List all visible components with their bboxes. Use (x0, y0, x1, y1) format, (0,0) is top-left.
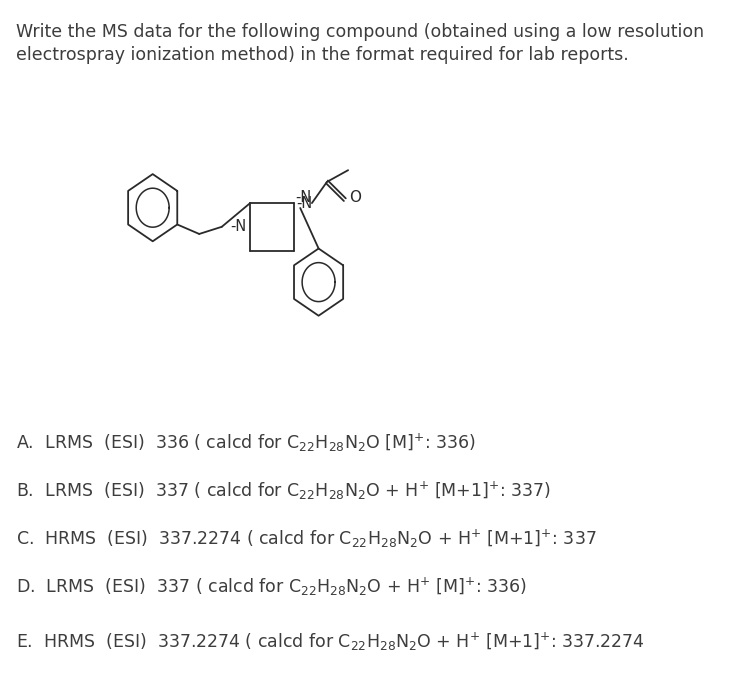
Text: -N: -N (296, 190, 311, 205)
Text: Write the MS data for the following compound (obtained using a low resolution: Write the MS data for the following comp… (16, 23, 704, 41)
Text: E.  HRMS  (ESI)  337.2274 ( calcd for C$_{22}$H$_{28}$N$_{2}$O + H$^{+}$ [M+1]$^: E. HRMS (ESI) 337.2274 ( calcd for C$_{2… (16, 631, 644, 653)
Text: O: O (349, 190, 361, 205)
Text: -N: -N (296, 196, 312, 210)
Text: B.  LRMS  (ESI)  337 ( calcd for C$_{22}$H$_{28}$N$_{2}$O + H$^{+}$ [M+1]$^{+}$:: B. LRMS (ESI) 337 ( calcd for C$_{22}$H$… (16, 480, 551, 502)
Text: C.  HRMS  (ESI)  337.2274 ( calcd for C$_{22}$H$_{28}$N$_{2}$O + H$^{+}$ [M+1]$^: C. HRMS (ESI) 337.2274 ( calcd for C$_{2… (16, 528, 596, 550)
Text: -N: -N (230, 219, 247, 235)
Text: D.  LRMS  (ESI)  337 ( calcd for C$_{22}$H$_{28}$N$_{2}$O + H$^{+}$ [M]$^{+}$: 3: D. LRMS (ESI) 337 ( calcd for C$_{22}$H$… (16, 576, 526, 598)
Text: A.  LRMS  (ESI)  336 ( calcd for C$_{22}$H$_{28}$N$_{2}$O [M]$^{+}$: 336): A. LRMS (ESI) 336 ( calcd for C$_{22}$H$… (16, 432, 476, 454)
Text: electrospray ionization method) in the format required for lab reports.: electrospray ionization method) in the f… (16, 46, 629, 64)
